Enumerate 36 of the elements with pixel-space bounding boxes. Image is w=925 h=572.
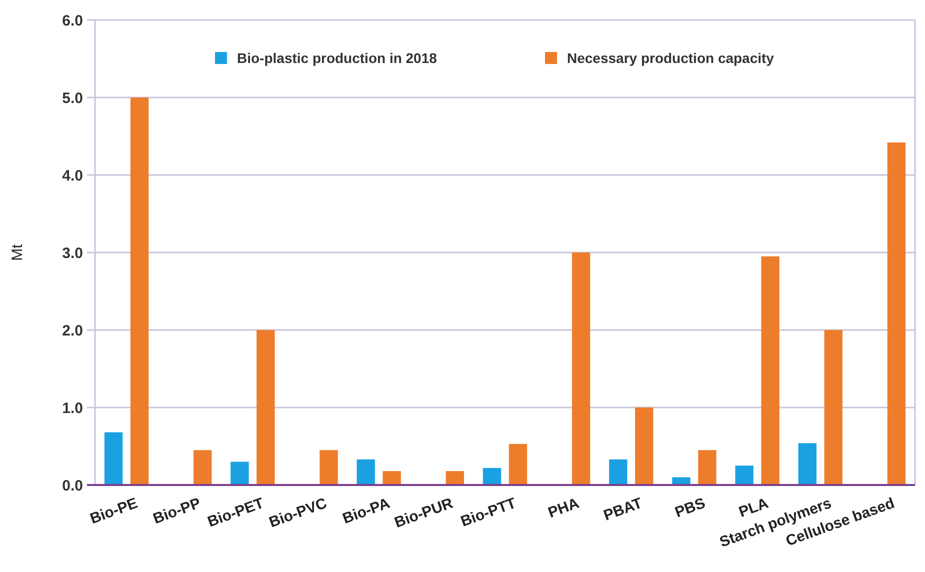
- bar: [256, 330, 275, 485]
- bar: [230, 462, 249, 485]
- bar: [887, 142, 906, 485]
- y-tick-label: 2.0: [62, 322, 83, 340]
- bar: [194, 450, 212, 485]
- y-tick-label: 6.0: [62, 12, 83, 30]
- bar: [508, 444, 528, 485]
- bar: [609, 459, 628, 485]
- y-axis-title: Mt: [9, 243, 26, 261]
- y-tick-label: 1.0: [62, 400, 83, 417]
- bar: [446, 471, 464, 485]
- x-tick-label: PBAT: [601, 494, 645, 524]
- x-tick-label: Bio-PP: [150, 494, 203, 528]
- y-tick-label: 4.0: [62, 167, 83, 184]
- legend-label: Bio-plastic production in 2018: [237, 50, 438, 66]
- bar: [104, 432, 123, 485]
- y-tick-label: 0.0: [62, 477, 83, 494]
- bar: [635, 408, 654, 485]
- x-tick-label: PLA: [736, 494, 771, 522]
- bar: [382, 471, 401, 485]
- y-tick-label: 3.0: [62, 244, 83, 262]
- bar: [798, 443, 816, 485]
- bar: [130, 98, 149, 485]
- bar: [761, 256, 780, 485]
- bar: [698, 450, 716, 485]
- bar: [320, 450, 338, 485]
- x-tick-label: Bio-PA: [340, 494, 392, 528]
- bar: [356, 459, 375, 485]
- bar: [824, 330, 842, 485]
- x-tick-label: PHA: [546, 494, 582, 522]
- x-tick-label: PBS: [672, 494, 708, 522]
- bar: [572, 252, 590, 485]
- bar: [735, 466, 754, 485]
- bar: [482, 468, 502, 485]
- y-tick-label: 5.0: [62, 90, 83, 107]
- legend-label: Necessary production capacity: [567, 50, 774, 66]
